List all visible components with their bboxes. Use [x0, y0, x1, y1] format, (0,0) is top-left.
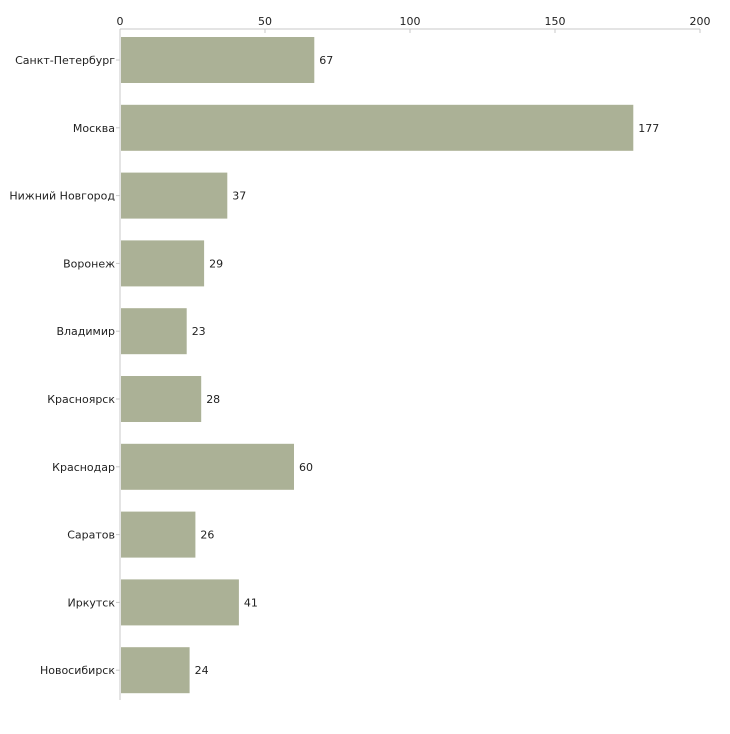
- y-tick-label: Красноярск: [47, 393, 115, 406]
- data-label: 28: [206, 393, 220, 406]
- x-tick-label: 50: [258, 15, 272, 28]
- bar: [121, 511, 196, 558]
- bar: [121, 443, 294, 490]
- y-tick-label: Краснодар: [52, 461, 115, 474]
- y-tick-label: Москва: [73, 122, 115, 135]
- x-tick-label: 100: [400, 15, 421, 28]
- data-label: 24: [195, 664, 209, 677]
- bar: [121, 376, 202, 422]
- y-tick-label: Санкт-Петербург: [15, 54, 115, 67]
- bar: [121, 37, 315, 83]
- bar: [121, 308, 187, 355]
- data-label: 26: [200, 529, 214, 542]
- y-tick-label: Воронеж: [63, 257, 115, 270]
- y-tick-label: Саратов: [67, 529, 115, 542]
- x-tick-label: 0: [117, 15, 124, 28]
- data-label: 177: [638, 122, 659, 135]
- data-label: 60: [299, 461, 313, 474]
- data-label: 41: [244, 596, 258, 609]
- x-tick-label: 200: [690, 15, 711, 28]
- y-tick-label: Новосибирск: [40, 664, 115, 677]
- data-label: 67: [319, 54, 333, 67]
- bar: [121, 647, 190, 694]
- bar: [121, 579, 239, 626]
- bar: [121, 240, 205, 287]
- y-tick-label: Иркутск: [68, 596, 116, 609]
- y-tick-label: Нижний Новгород: [9, 190, 115, 203]
- y-tick-label: Владимир: [56, 325, 115, 338]
- x-tick-label: 150: [545, 15, 566, 28]
- data-label: 37: [232, 190, 246, 203]
- bar: [121, 172, 228, 219]
- bar: [121, 104, 634, 151]
- data-label: 29: [209, 257, 223, 270]
- data-label: 23: [192, 325, 206, 338]
